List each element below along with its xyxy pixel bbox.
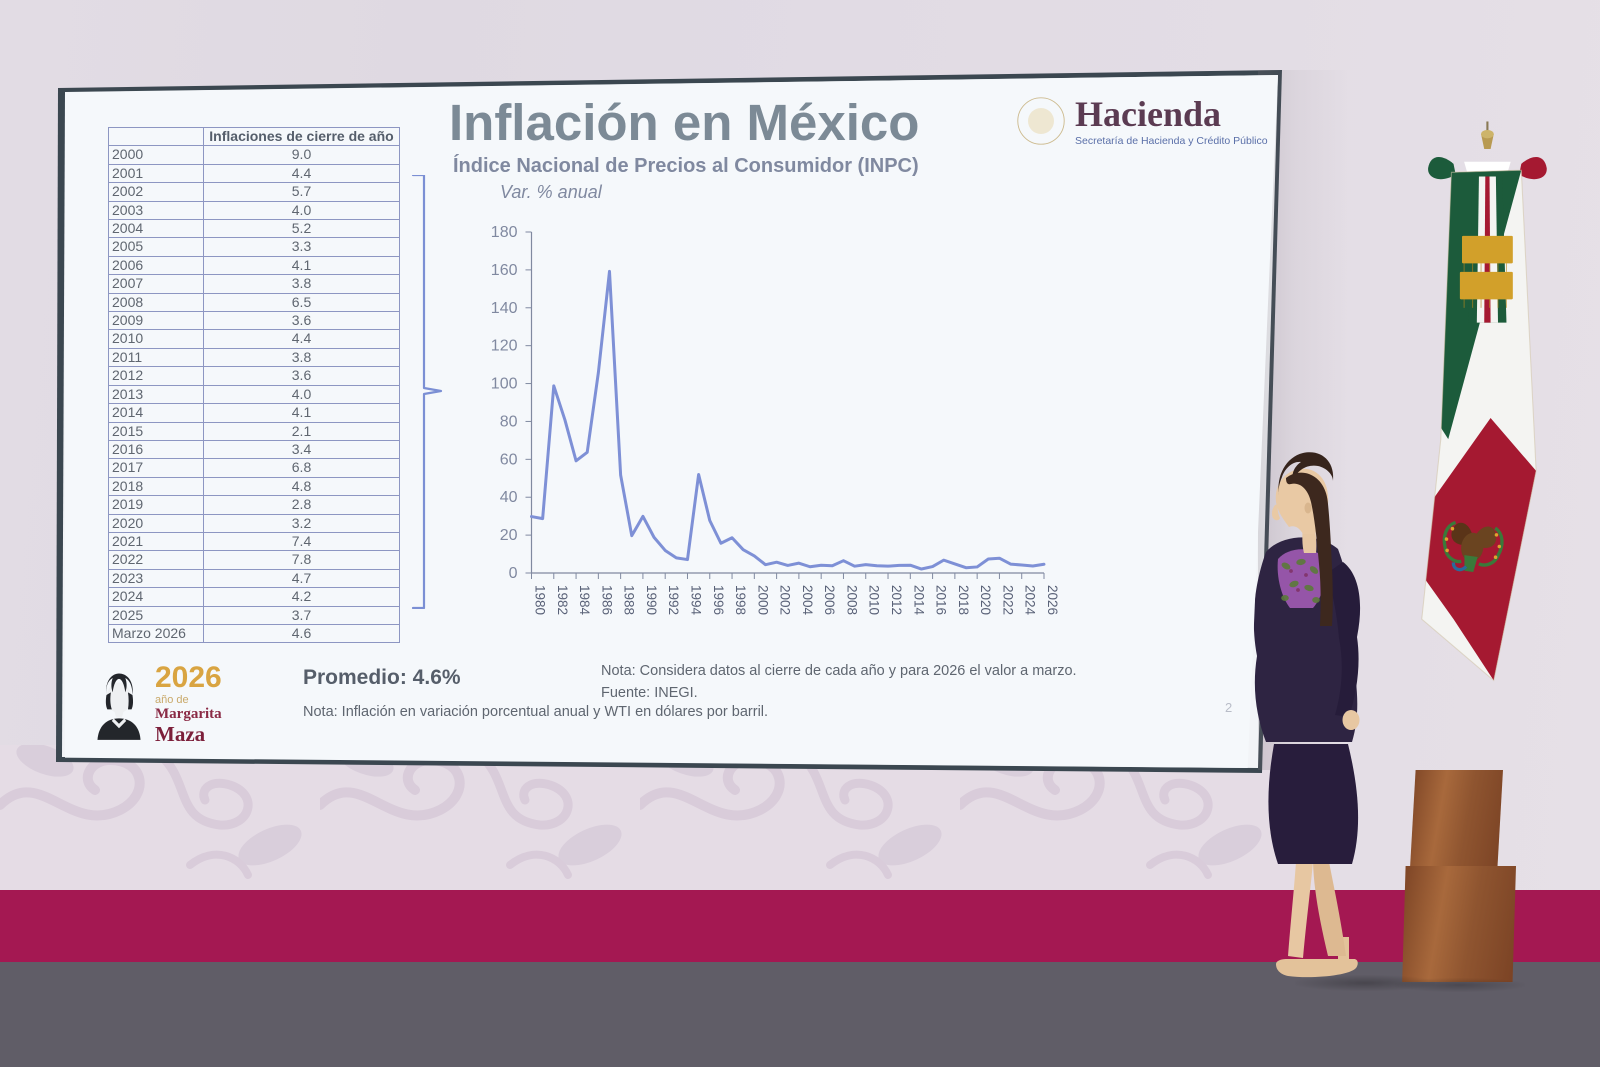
svg-text:20: 20: [500, 527, 518, 544]
svg-text:2018: 2018: [956, 585, 971, 615]
svg-text:1988: 1988: [622, 585, 637, 615]
svg-text:2008: 2008: [844, 585, 859, 615]
svg-text:2004: 2004: [800, 585, 815, 616]
svg-text:2002: 2002: [778, 585, 793, 615]
svg-text:180: 180: [491, 224, 518, 241]
svg-text:2010: 2010: [867, 585, 882, 615]
svg-text:2014: 2014: [911, 585, 926, 616]
svg-text:2000: 2000: [755, 585, 770, 615]
svg-text:60: 60: [500, 451, 518, 468]
svg-text:2022: 2022: [1000, 585, 1015, 615]
svg-text:100: 100: [491, 376, 518, 393]
svg-text:1992: 1992: [666, 585, 681, 615]
svg-text:160: 160: [491, 262, 518, 279]
svg-text:2026: 2026: [1045, 585, 1060, 615]
svg-text:2006: 2006: [822, 585, 837, 615]
svg-text:120: 120: [491, 338, 518, 355]
svg-text:140: 140: [491, 300, 518, 317]
svg-text:1980: 1980: [533, 585, 548, 615]
svg-text:2024: 2024: [1023, 585, 1038, 616]
svg-text:1984: 1984: [577, 585, 592, 616]
svg-text:2012: 2012: [889, 585, 904, 615]
svg-text:1986: 1986: [599, 585, 614, 615]
svg-text:0: 0: [509, 565, 518, 582]
svg-text:80: 80: [500, 413, 518, 430]
svg-text:1982: 1982: [555, 585, 570, 615]
svg-text:1996: 1996: [711, 585, 726, 615]
svg-text:1994: 1994: [688, 585, 703, 616]
svg-text:1990: 1990: [644, 585, 659, 615]
svg-text:2016: 2016: [934, 585, 949, 615]
svg-text:1998: 1998: [733, 585, 748, 615]
svg-text:40: 40: [500, 489, 518, 506]
svg-text:2020: 2020: [978, 585, 993, 615]
